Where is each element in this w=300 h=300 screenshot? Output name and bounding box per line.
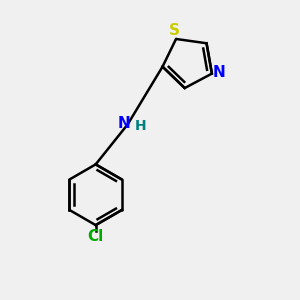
Text: S: S xyxy=(169,23,180,38)
Text: Cl: Cl xyxy=(88,229,104,244)
Text: N: N xyxy=(213,64,225,80)
Text: H: H xyxy=(135,119,147,133)
Text: N: N xyxy=(117,116,130,131)
